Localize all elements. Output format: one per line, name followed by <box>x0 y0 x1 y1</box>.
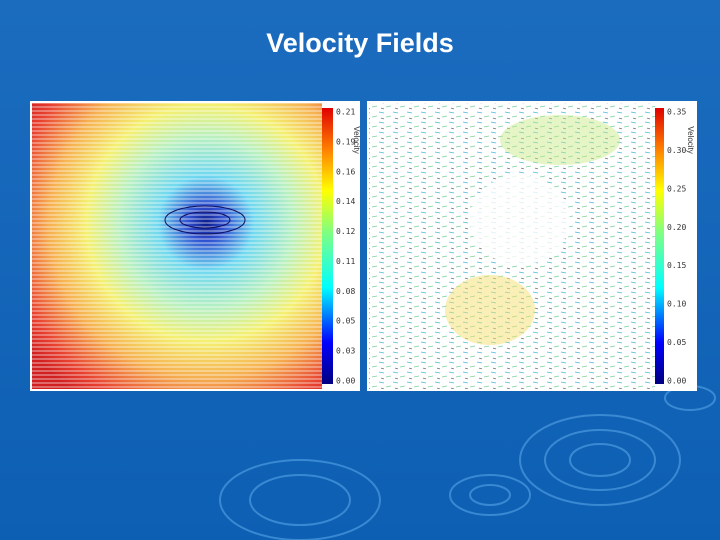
colorbar-tick-label: 0.20 <box>667 223 686 232</box>
colorbar-tick-label: 0.11 <box>336 257 355 266</box>
colorbar-tick-label: 0.12 <box>336 227 355 236</box>
colorbar-tick-label: 0.35 <box>667 108 686 117</box>
colorbar-tick-label: 0.16 <box>336 167 355 176</box>
colorbar-tick-label: 0.10 <box>667 300 686 309</box>
colorbar-tick-label: 0.05 <box>667 338 686 347</box>
colorbar-tick-label: 0.19 <box>336 137 355 146</box>
right-figure <box>367 101 697 391</box>
left-figure <box>30 101 360 391</box>
colorbar-tick-label: 0.08 <box>336 287 355 296</box>
colorbar-tick-label: 0.05 <box>336 317 355 326</box>
colorbar-tick-label: 0.25 <box>667 184 686 193</box>
colorbar-tick-label: 0.15 <box>667 261 686 270</box>
colorbar-tick-label: 0.00 <box>336 377 355 386</box>
colorbar-tick-label: 0.21 <box>336 108 355 117</box>
slide-title: Velocity Fields <box>266 28 454 58</box>
colorbar-label: Velocity <box>352 126 361 154</box>
colorbar-tick-label: 0.30 <box>667 146 686 155</box>
colorbar-tick-label: 0.14 <box>336 197 355 206</box>
colorbar-tick-label: 0.00 <box>667 377 686 386</box>
colorbar-tick-label: 0.03 <box>336 347 355 356</box>
colorbar-label: Velocity <box>686 126 695 154</box>
